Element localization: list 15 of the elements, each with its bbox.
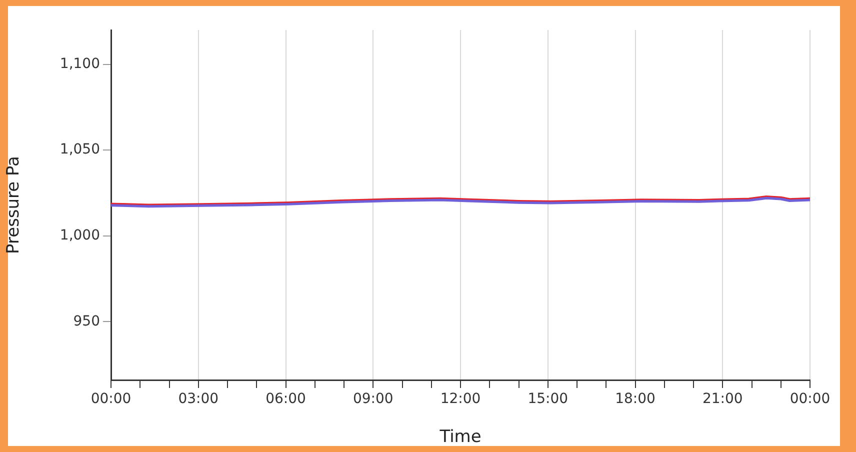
x-tick-label: 15:00: [528, 391, 568, 408]
y-tick-label: 950: [73, 313, 100, 330]
x-tick-label: 09:00: [352, 391, 394, 408]
y-tick-label: 1,000: [60, 228, 100, 244]
x-tick-label: 00:00: [790, 391, 830, 408]
x-axis-title: Time: [438, 427, 482, 448]
y-tick-label: 1,100: [60, 56, 100, 72]
x-tick-label: 21:00: [702, 391, 743, 408]
x-tick-label: 06:00: [266, 391, 306, 408]
x-tick-label: 03:00: [178, 391, 219, 408]
x-tick-label: 00:00: [90, 391, 132, 408]
y-axis-title: Pressure Pa: [4, 156, 24, 254]
x-tick-label: 18:00: [615, 391, 656, 408]
y-tick-label: 1,050: [60, 142, 100, 158]
x-tick-label: 12:00: [440, 391, 481, 408]
